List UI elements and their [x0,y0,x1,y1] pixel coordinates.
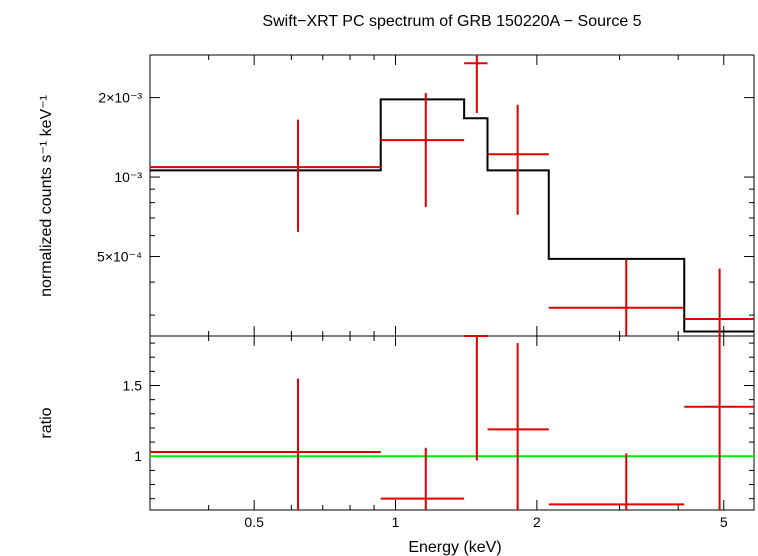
x-tick-label: 1 [392,514,400,530]
lower-y-axis-label: ratio [38,407,55,438]
lower-plot-frame [149,335,755,511]
upper-panel: 5×10⁻⁴ 10⁻³ 2×10⁻³ [97,54,755,337]
x-tick-label: 2 [533,514,541,530]
upper-plot-frame [149,54,755,337]
lower-panel: 1 1.5 0.5 1 2 5 [123,335,755,530]
upper-y-tick-label: 5×10⁻⁴ [97,249,142,265]
upper-y-tick-label: 2×10⁻³ [98,90,142,106]
upper-y-tick-label: 10⁻³ [114,169,142,185]
lower-y-tick-label: 1.5 [123,378,143,394]
chart-title: Swift−XRT PC spectrum of GRB 150220A − S… [262,13,641,30]
upper-y-axis-label: normalized counts s⁻¹ keV⁻¹ [38,95,55,297]
x-axis-label: Energy (keV) [408,539,501,556]
x-tick-label: 0.5 [244,514,264,530]
lower-y-tick-label: 1 [134,448,142,464]
model-step-line [150,98,754,333]
x-tick-label: 5 [720,514,728,530]
